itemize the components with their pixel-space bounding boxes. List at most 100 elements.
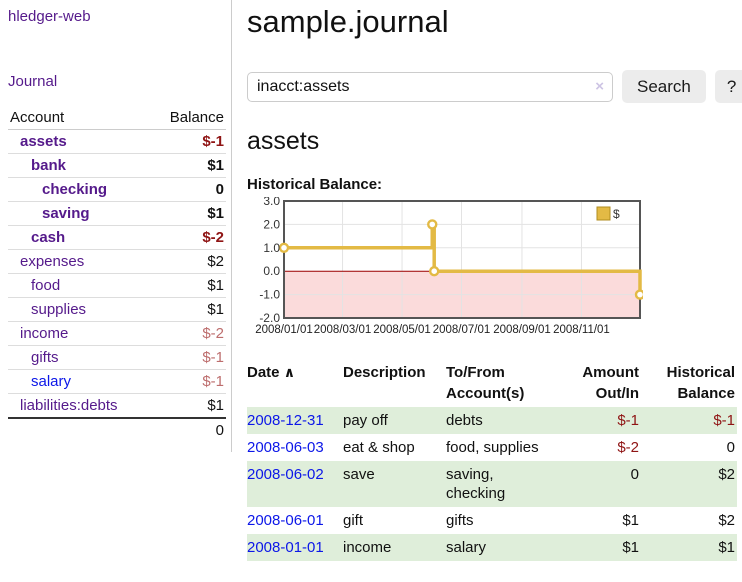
register-row: 2008-01-01 income salary $1 $1 (247, 534, 737, 561)
transaction-accounts: gifts (446, 512, 474, 529)
transaction-amount: 0 (630, 466, 639, 483)
total-row: 0 (8, 417, 226, 442)
transaction-accounts: salary (446, 539, 487, 556)
account-balance: $-1 (151, 345, 226, 370)
transaction-date-link[interactable]: 2008-01-01 (247, 539, 324, 556)
account-link-supplies[interactable]: supplies (31, 301, 87, 318)
transaction-description: save (343, 466, 375, 483)
transaction-description: pay off (343, 412, 388, 429)
legend-swatch (596, 206, 611, 221)
x-tick-label: 2008/01/01 (255, 324, 313, 336)
balance-column-header: Historical Balance (666, 364, 735, 402)
account-balance: $1 (151, 297, 226, 322)
transaction-accounts: food, supplies (446, 439, 539, 456)
legend-label: $ (613, 207, 620, 221)
account-balance: $1 (151, 153, 226, 178)
transaction-amount: $-1 (617, 412, 639, 429)
accounts-column-header: To/From Account(s) (446, 364, 525, 402)
search-form: × Search ? (247, 70, 742, 103)
account-balance: $-2 (151, 225, 226, 250)
data-point-marker[interactable] (429, 265, 440, 277)
date-column-header[interactable]: Date ∧ (247, 364, 296, 381)
chart-title: Historical Balance: (247, 176, 383, 193)
account-row-cash: cash $-2 (8, 225, 226, 250)
account-row-salary: salary $-1 (8, 369, 226, 394)
account-row-bank: bank $1 (8, 153, 226, 178)
total-balance: 0 (151, 417, 226, 442)
data-point-marker[interactable] (278, 242, 290, 253)
account-link-salary[interactable]: salary (31, 373, 72, 390)
page: hledger-web Journal Account Balance asse… (0, 0, 742, 561)
account-row-liabilities-debts: liabilities:debts $1 (8, 393, 226, 419)
register-row: 2008-06-01 gift gifts $1 $2 (247, 507, 737, 534)
x-tick-label: 2008/07/01 (433, 324, 491, 336)
help-button[interactable]: ? (714, 70, 742, 103)
sidebar: hledger-web Journal Account Balance asse… (0, 0, 232, 452)
account-row-expenses: expenses $2 (8, 249, 226, 274)
y-tick-label: 1.0 (263, 241, 280, 255)
account-link-gifts[interactable]: gifts (31, 349, 59, 366)
account-row-income: income $-2 (8, 321, 226, 346)
transaction-balance: $2 (718, 512, 735, 529)
transaction-date-link[interactable]: 2008-12-31 (247, 412, 324, 429)
plot-frame (283, 200, 641, 319)
account-link-income[interactable]: income (20, 325, 69, 342)
register-header-row: Date ∧ Description To/From Account(s) Am… (247, 359, 737, 407)
account-row-saving: saving $1 (8, 201, 226, 226)
transaction-description: eat & shop (343, 439, 415, 456)
account-link-assets[interactable]: assets (20, 133, 67, 150)
account-link-bank[interactable]: bank (31, 157, 67, 174)
main-content: sample.journal × Search ? assets Histori… (232, 0, 742, 561)
x-tick-label: 2008/09/01 (493, 324, 551, 336)
transaction-accounts: debts (446, 412, 483, 429)
balance-column-header: Balance (151, 106, 226, 130)
search-button[interactable]: Search (622, 70, 706, 103)
account-balance: $1 (151, 273, 226, 298)
transaction-date-link[interactable]: 2008-06-02 (247, 466, 324, 483)
description-column-header: Description (343, 364, 426, 381)
account-column-header: Account (8, 106, 152, 130)
data-point-marker[interactable] (427, 219, 438, 230)
account-row-checking: checking 0 (8, 177, 226, 202)
account-link-expenses[interactable]: expenses (20, 253, 85, 270)
amount-column-header: Amount Out/In (582, 364, 639, 402)
account-link-saving[interactable]: saving (42, 205, 90, 222)
transaction-balance: 0 (726, 439, 735, 456)
transaction-balance: $1 (718, 539, 735, 556)
account-balance: $-2 (151, 321, 226, 346)
app-title-link[interactable]: hledger-web (8, 8, 91, 25)
account-link-checking[interactable]: checking (42, 181, 108, 198)
account-balance: $1 (151, 201, 226, 226)
data-point-marker[interactable] (634, 289, 643, 300)
transaction-amount: $1 (622, 539, 639, 556)
transaction-description: income (343, 539, 392, 556)
account-heading: assets (247, 127, 320, 155)
y-tick-label: -2.0 (259, 311, 280, 325)
x-tick-label: 2008/03/01 (314, 324, 372, 336)
account-link-liabilities-debts[interactable]: liabilities:debts (20, 397, 118, 414)
y-tick-label: 3.0 (263, 197, 280, 208)
table-header-row: Account Balance (8, 106, 226, 130)
transaction-amount: $1 (622, 512, 639, 529)
transaction-accounts: saving, checking (446, 466, 506, 502)
account-row-supplies: supplies $1 (8, 297, 226, 322)
account-balance: 0 (151, 177, 226, 202)
page-title: sample.journal (247, 4, 449, 39)
transaction-date-link[interactable]: 2008-06-03 (247, 439, 324, 456)
search-input[interactable] (247, 71, 613, 102)
register-row: 2008-06-02 save saving, checking 0 $2 (247, 461, 737, 507)
account-row-food: food $1 (8, 273, 226, 298)
journal-link[interactable]: Journal (8, 73, 58, 90)
account-balance: $1 (151, 393, 226, 419)
y-tick-label: 0.0 (263, 264, 280, 278)
x-tick-label: 2008/11/01 (553, 324, 610, 336)
clear-search-icon[interactable]: × (595, 77, 604, 95)
account-link-cash[interactable]: cash (31, 229, 66, 246)
account-row-gifts: gifts $-1 (8, 345, 226, 370)
account-link-food[interactable]: food (31, 277, 61, 294)
transaction-balance: $-1 (713, 412, 735, 429)
x-tick-label: 2008/05/01 (373, 324, 431, 336)
register-row: 2008-06-03 eat & shop food, supplies $-2… (247, 434, 737, 461)
transaction-date-link[interactable]: 2008-06-01 (247, 512, 324, 529)
